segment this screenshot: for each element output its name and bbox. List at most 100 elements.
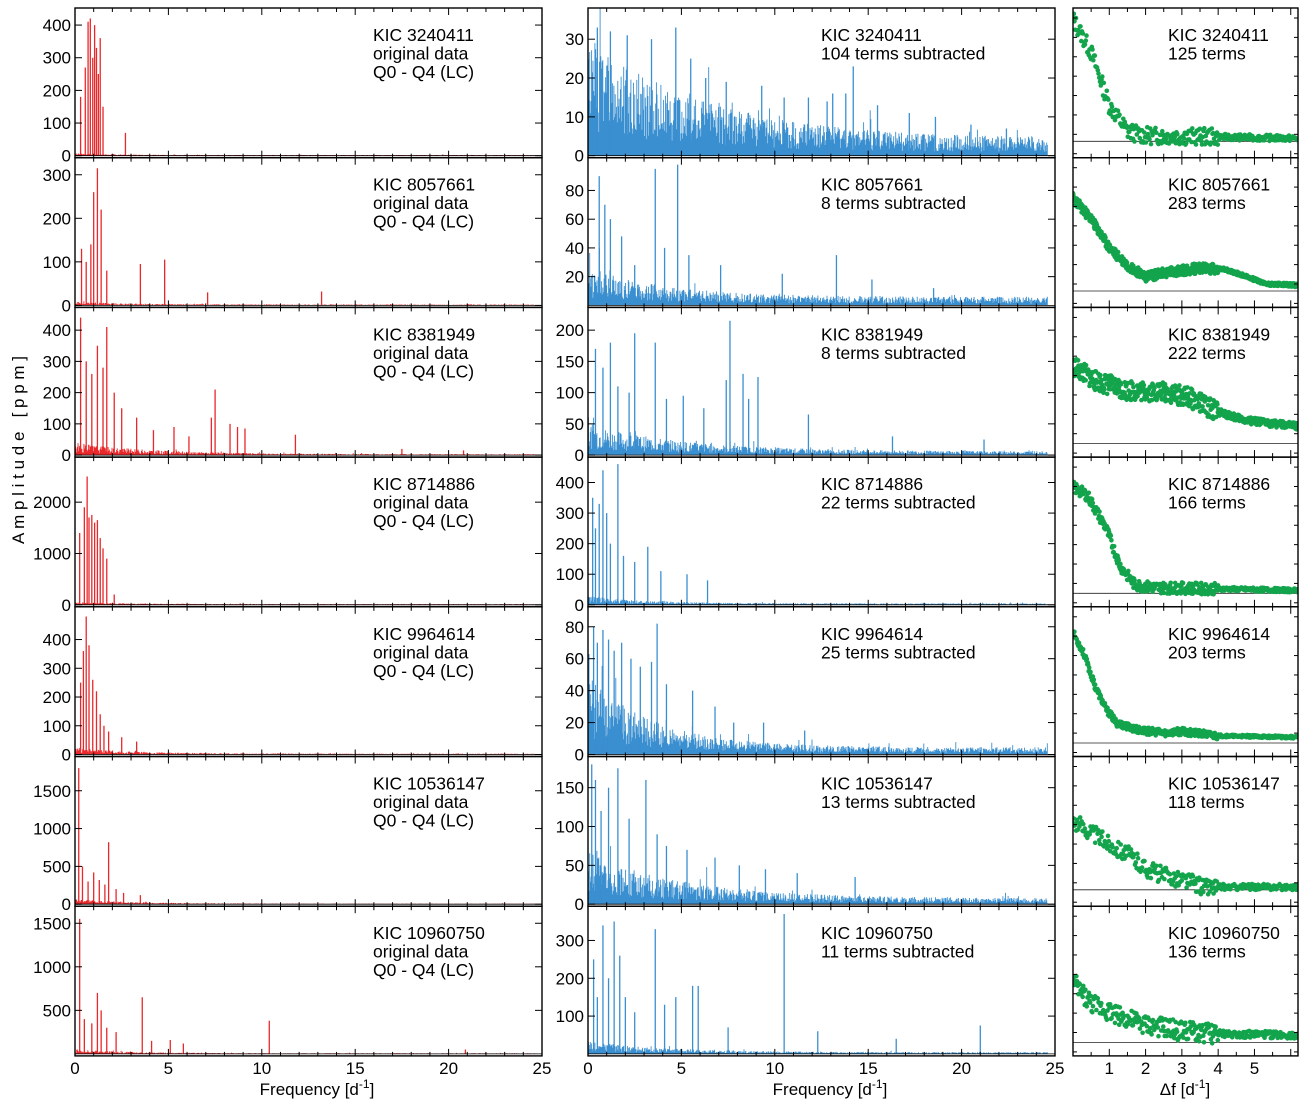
- data-point: [1215, 402, 1220, 407]
- data-point: [1125, 380, 1131, 386]
- panel-label-line: 203 terms: [1168, 642, 1246, 662]
- data-point: [1110, 845, 1115, 850]
- data-point: [1077, 981, 1083, 987]
- panel-label-line: KIC 10960750: [1168, 923, 1280, 943]
- panel-label-line: original data: [373, 942, 469, 962]
- data-point: [1148, 875, 1154, 881]
- y-tick-label: 300: [43, 49, 71, 68]
- panel-label-line: Q0 - Q4 (LC): [373, 811, 474, 831]
- y-tick-label: 0: [62, 296, 71, 315]
- panel-label-line: 8 terms subtracted: [821, 343, 966, 363]
- panel-label-line: KIC 8381949: [1168, 324, 1270, 344]
- data-point: [1172, 580, 1178, 586]
- y-tick-label: 80: [565, 618, 584, 637]
- x-tick-label: 0: [70, 1059, 79, 1078]
- plot-area: [75, 768, 542, 905]
- data-point: [1205, 1021, 1211, 1026]
- data-point: [1109, 1015, 1114, 1021]
- panel-label-line: Q0 - Q4 (LC): [373, 661, 474, 681]
- y-tick-label: 400: [556, 474, 584, 493]
- data-point: [1180, 580, 1186, 586]
- data-point: [1215, 1037, 1221, 1043]
- y-tick-label: 0: [62, 746, 71, 765]
- noise-spectrum: [75, 443, 535, 456]
- data-point: [1192, 1022, 1197, 1028]
- data-point: [1082, 42, 1088, 47]
- data-point: [1153, 125, 1158, 131]
- x-axis-title-delta-f: Δf [d-1]: [1160, 1077, 1210, 1099]
- data-point: [1076, 640, 1082, 646]
- data-point: [1100, 829, 1105, 834]
- data-point: [1092, 53, 1098, 58]
- y-tick-label: 300: [556, 504, 584, 523]
- panel-label-line: KIC 10960750: [373, 923, 485, 943]
- y-tick-label: 400: [43, 16, 71, 35]
- data-point: [1115, 249, 1121, 255]
- data-point: [1205, 403, 1211, 408]
- data-point: [1130, 1023, 1136, 1028]
- data-point: [1183, 1020, 1188, 1026]
- plot-area: [1073, 629, 1298, 744]
- data-point: [1104, 391, 1110, 397]
- data-point: [1152, 1027, 1157, 1033]
- data-point: [1092, 840, 1098, 846]
- data-point: [1098, 83, 1104, 88]
- data-point: [1097, 509, 1102, 514]
- x-tick-label: 10: [765, 1059, 784, 1078]
- data-point: [1197, 126, 1203, 132]
- panel-label-line: KIC 10960750: [821, 923, 933, 943]
- plot-area: [1073, 815, 1298, 897]
- panel-label-line: 13 terms subtracted: [821, 792, 976, 812]
- data-point: [1126, 568, 1131, 574]
- x-tick-label: 15: [346, 1059, 365, 1078]
- plot-area: [588, 464, 1055, 606]
- data-point: [1147, 1026, 1153, 1031]
- data-point: [1209, 1041, 1215, 1046]
- x-axis-title-frequency-middle: Frequency [d-1]: [773, 1077, 888, 1099]
- y-tick-label: 100: [43, 114, 71, 133]
- data-point: [1158, 392, 1164, 398]
- data-point: [1086, 665, 1092, 670]
- y-tick-label: 1000: [33, 820, 71, 839]
- data-point: [1190, 126, 1195, 131]
- data-point: [1121, 1013, 1127, 1018]
- panel-label-line: KIC 8381949: [373, 324, 475, 344]
- data-point: [1167, 871, 1173, 877]
- panel-label-line: KIC 10536147: [373, 774, 485, 794]
- x-tick-label: 15: [859, 1059, 878, 1078]
- data-point: [1158, 863, 1163, 869]
- data-point: [1125, 1021, 1131, 1027]
- y-tick-label: 0: [575, 147, 584, 166]
- data-point: [1109, 104, 1115, 110]
- data-point: [1142, 130, 1147, 135]
- noise-spectrum: [75, 301, 535, 306]
- noise-spectrum: [588, 596, 1048, 605]
- data-point: [1073, 11, 1077, 17]
- data-point: [1152, 385, 1157, 391]
- y-tick-label: 100: [556, 818, 584, 837]
- panel-label-line: KIC 9964614: [373, 624, 475, 644]
- data-point: [1112, 1020, 1118, 1026]
- data-point: [1088, 669, 1093, 675]
- data-point: [1114, 845, 1119, 851]
- y-tick-label: 0: [575, 596, 584, 615]
- panel-label-line: 118 terms: [1168, 792, 1245, 812]
- data-point: [1087, 831, 1092, 837]
- panel-label-line: 166 terms: [1168, 493, 1246, 513]
- panel-frame: [74, 905, 543, 1057]
- data-point: [1094, 1007, 1099, 1013]
- data-point: [1102, 387, 1107, 392]
- panel-label-line: Q0 - Q4 (LC): [373, 960, 474, 980]
- x-tick-label: 3: [1177, 1059, 1186, 1078]
- x-tick-label: 20: [439, 1059, 458, 1078]
- data-point: [1096, 71, 1101, 76]
- data-point: [1213, 1024, 1218, 1029]
- panel-label-line: KIC 8057661: [373, 175, 475, 195]
- panel-label-line: 8 terms subtracted: [821, 193, 966, 213]
- data-point: [1084, 1004, 1090, 1009]
- x-tick-label: 5: [164, 1059, 173, 1078]
- y-tick-label: 200: [43, 209, 71, 228]
